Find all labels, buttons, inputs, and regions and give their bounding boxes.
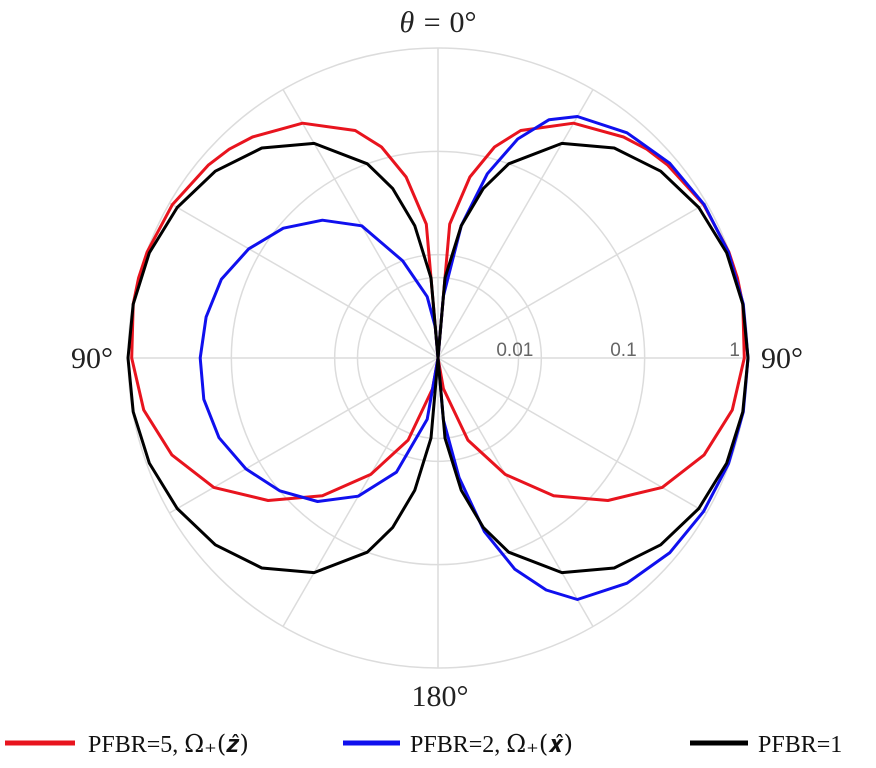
angle-label-left: 90° [71, 342, 113, 375]
legend-label-0: PFBR=5, Ω₊(𝒛̂) [88, 730, 249, 758]
curves [126, 115, 750, 601]
series-0-right-lobe [436, 121, 746, 502]
legend-label-1: PFBR=2, Ω₊(𝒙̂) [410, 730, 573, 758]
theta-zero: 0° [449, 6, 476, 39]
radial-tick-label-2: 1 [729, 340, 740, 361]
series-0-left-lobe [130, 121, 440, 502]
series-2-left-lobe [126, 141, 440, 575]
series-1-left-lobe [198, 218, 440, 503]
legend-entry-1: PFBR=2, Ω₊(𝒙̂) [343, 730, 573, 758]
angle-label-right: 90° [761, 342, 803, 375]
theta-prefix: θ = [400, 6, 450, 39]
angle-label-bottom: 180° [412, 680, 469, 713]
radial-tick-label-1: 0.1 [610, 340, 636, 361]
angle-label-top: θ = 0° [400, 6, 477, 39]
radial-tick-label-0: 0.01 [496, 340, 533, 361]
legend-entry-0: PFBR=5, Ω₊(𝒛̂) [5, 730, 249, 758]
legend: PFBR=5, Ω₊(𝒛̂) PFBR=2, Ω₊(𝒙̂) PFBR=1 [5, 730, 842, 758]
legend-entry-2: PFBR=1 [690, 732, 842, 758]
legend-label-2: PFBR=1 [758, 732, 842, 758]
radial-tick-labels: 0.01 0.1 1 [496, 340, 740, 361]
series-2-right-lobe [436, 141, 750, 575]
